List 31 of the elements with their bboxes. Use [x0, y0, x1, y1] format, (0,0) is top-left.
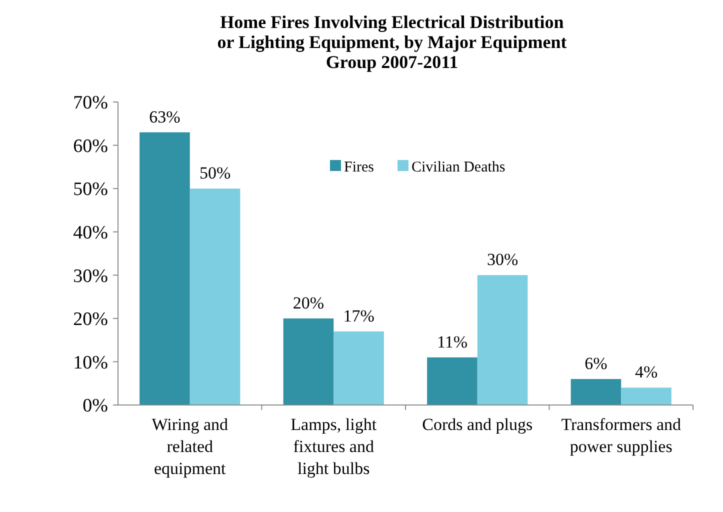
bar [190, 188, 240, 405]
bar [621, 388, 672, 405]
data-label: 50% [199, 164, 231, 183]
data-label: 4% [634, 362, 658, 382]
data-label: 6% [584, 354, 608, 374]
x-tick-label: Wiring and related equipment [152, 415, 228, 478]
y-tick-label: 20% [73, 309, 108, 330]
y-tick-label: 70% [73, 92, 108, 114]
bar [477, 275, 528, 405]
data-label: 11% [436, 332, 468, 352]
y-tick-label: 0% [82, 396, 108, 417]
data-label: 20% [292, 293, 324, 312]
bar [427, 357, 478, 405]
data-label: 30% [486, 250, 518, 270]
x-tick-label: Cords and plugs [422, 415, 533, 434]
bar [334, 331, 384, 405]
bar [570, 379, 622, 405]
x-tick-label: Lamps, light fixtures and light bulbs [290, 415, 377, 478]
legend-label: Civilian Deaths [412, 159, 506, 176]
bar [140, 132, 190, 405]
data-label: 17% [343, 306, 374, 326]
legend-label: Fires [344, 159, 374, 176]
chart-title: Home Fires Involving Electrical Distribution or Lighting Equipment, by Major Equipment Group 2007-2011 [217, 12, 567, 72]
data-label: 63% [149, 107, 180, 126]
y-tick-label: 40% [73, 222, 108, 244]
y-tick-label: 30% [73, 266, 108, 287]
y-tick-label: 10% [73, 352, 108, 374]
y-tick-label: 60% [73, 136, 108, 157]
x-tick-label: Transformers and power supplies [561, 415, 682, 456]
y-tick-label: 50% [73, 179, 108, 200]
bar [283, 318, 334, 405]
